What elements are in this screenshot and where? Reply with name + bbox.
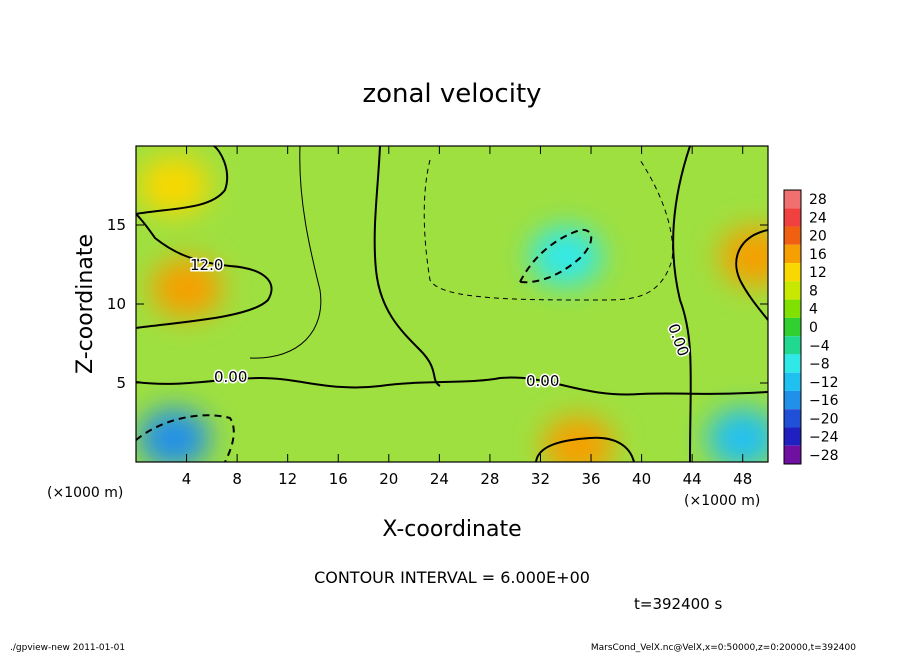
y-tick-label: 10: [107, 295, 126, 313]
colorbar-label: −24: [809, 430, 839, 446]
field-region-cold-upper-center: [529, 226, 602, 287]
colorbar-swatch: [784, 190, 801, 209]
colorbar-swatch: [784, 354, 801, 373]
colorbar-swatch: [784, 317, 801, 337]
x-tick-label: 24: [430, 470, 449, 488]
y-axis-ticks: 5 10 15: [107, 216, 768, 392]
colorbar-label: 8: [809, 283, 818, 299]
contour-label-12: 12.0: [190, 256, 223, 274]
field-region-cold-lower-right: [706, 408, 768, 462]
colorbar-swatch: [784, 427, 801, 446]
colorbar-label: −8: [809, 357, 830, 373]
contour-lines: [136, 146, 768, 462]
colorbar-swatch: [784, 299, 801, 318]
colorbar-swatch: [784, 390, 801, 410]
x-tick-label: 32: [531, 470, 550, 488]
contour-12-lower-center: [535, 436, 635, 462]
footer-left: ./gpview-new 2011-01-01: [10, 643, 125, 653]
colorbar-swatch: [784, 226, 801, 245]
x-tick-label: 44: [683, 470, 702, 488]
colorbar-label: 20: [809, 229, 827, 245]
colorbar-label: −28: [809, 448, 839, 464]
x-tick-label: 20: [379, 470, 398, 488]
time-text: t=392400 s: [634, 595, 722, 613]
contour-zero-right: [672, 146, 692, 462]
x-axis-label: X-coordinate: [382, 517, 521, 542]
colorbar-label: 24: [809, 210, 827, 226]
x-tick-label: 12: [278, 470, 297, 488]
colorbar-label: −12: [809, 375, 839, 391]
colorbar-swatch: [784, 208, 801, 227]
footer-right: MarsCond_VelX.nc@VelX,x=0:50000,z=0:2000…: [591, 643, 856, 653]
x-unit-right: (×1000 m): [684, 493, 760, 509]
x-tick-label: 28: [480, 470, 499, 488]
plot-area: [136, 146, 768, 462]
y-tick-label: 5: [116, 374, 126, 392]
colorbar-swatch: [784, 244, 801, 264]
colorbar-swatch: [784, 409, 801, 428]
x-tick-label: 36: [581, 470, 600, 488]
contour-12-right: [735, 229, 768, 321]
colorbar-label: 4: [809, 302, 818, 318]
x-tick-label: 16: [329, 470, 348, 488]
field-region-warm-right-edge: [719, 226, 768, 287]
contour-label-0-center: 0.00: [526, 372, 559, 390]
colorbar-swatch: [784, 445, 801, 464]
contour-6-thin: [249, 146, 322, 359]
colorbar-label: −16: [809, 393, 839, 409]
colorbar-swatch: [784, 336, 801, 355]
x-tick-label: 4: [182, 470, 192, 488]
colorbar-label: 0: [809, 320, 818, 336]
field-region-warm-lower-center: [542, 416, 615, 462]
colorbar-swatch: [784, 263, 801, 282]
contour-labels: 12.0 0.00 0.00 0.00: [189, 255, 695, 392]
y-axis-label: Z-coordinate: [73, 234, 98, 374]
contour-neg6-thin: [423, 159, 674, 301]
colorbar-frame: [783, 189, 802, 465]
contour-label-0-left: 0.00: [214, 368, 247, 386]
contour-interval-text: CONTOUR INTERVAL = 6.000E+00: [314, 568, 590, 587]
field-layer: [137, 155, 768, 462]
colorbar-label: 16: [809, 247, 827, 263]
colorbar-label: −4: [809, 338, 830, 354]
contour-12-upper-left: [136, 146, 273, 329]
contour-zero-vertical: [373, 146, 441, 387]
plot-background: [136, 146, 768, 462]
field-region-cold-lower-left: [137, 408, 210, 462]
x-tick-label: 48: [733, 470, 752, 488]
y-tick-label: 15: [107, 216, 126, 234]
contour-neg12-lower-left: [136, 414, 235, 462]
colorbar: 28 24 20 16 12 8 4 0 −4 −8 −12 −16 −20 −24 −28: [783, 189, 839, 465]
colorbar-label: 28: [809, 192, 827, 208]
x-tick-label: 40: [632, 470, 651, 488]
x-tick-label: 8: [232, 470, 242, 488]
x-unit-left: (×1000 m): [47, 485, 123, 501]
chart-title: zonal velocity: [362, 79, 541, 109]
field-region-warm-upper-left: [150, 258, 223, 319]
contour-zero-lower: [136, 376, 768, 396]
colorbar-label: −20: [809, 411, 839, 427]
colorbar-label: 12: [809, 265, 827, 281]
colorbar-swatch: [784, 281, 801, 300]
field-region-warm-upper-left-top: [137, 155, 210, 216]
x-axis-ticks: 4 8 12 16 20 24 28 32 36 40 44 48: [182, 146, 752, 488]
colorbar-swatch: [784, 372, 801, 391]
